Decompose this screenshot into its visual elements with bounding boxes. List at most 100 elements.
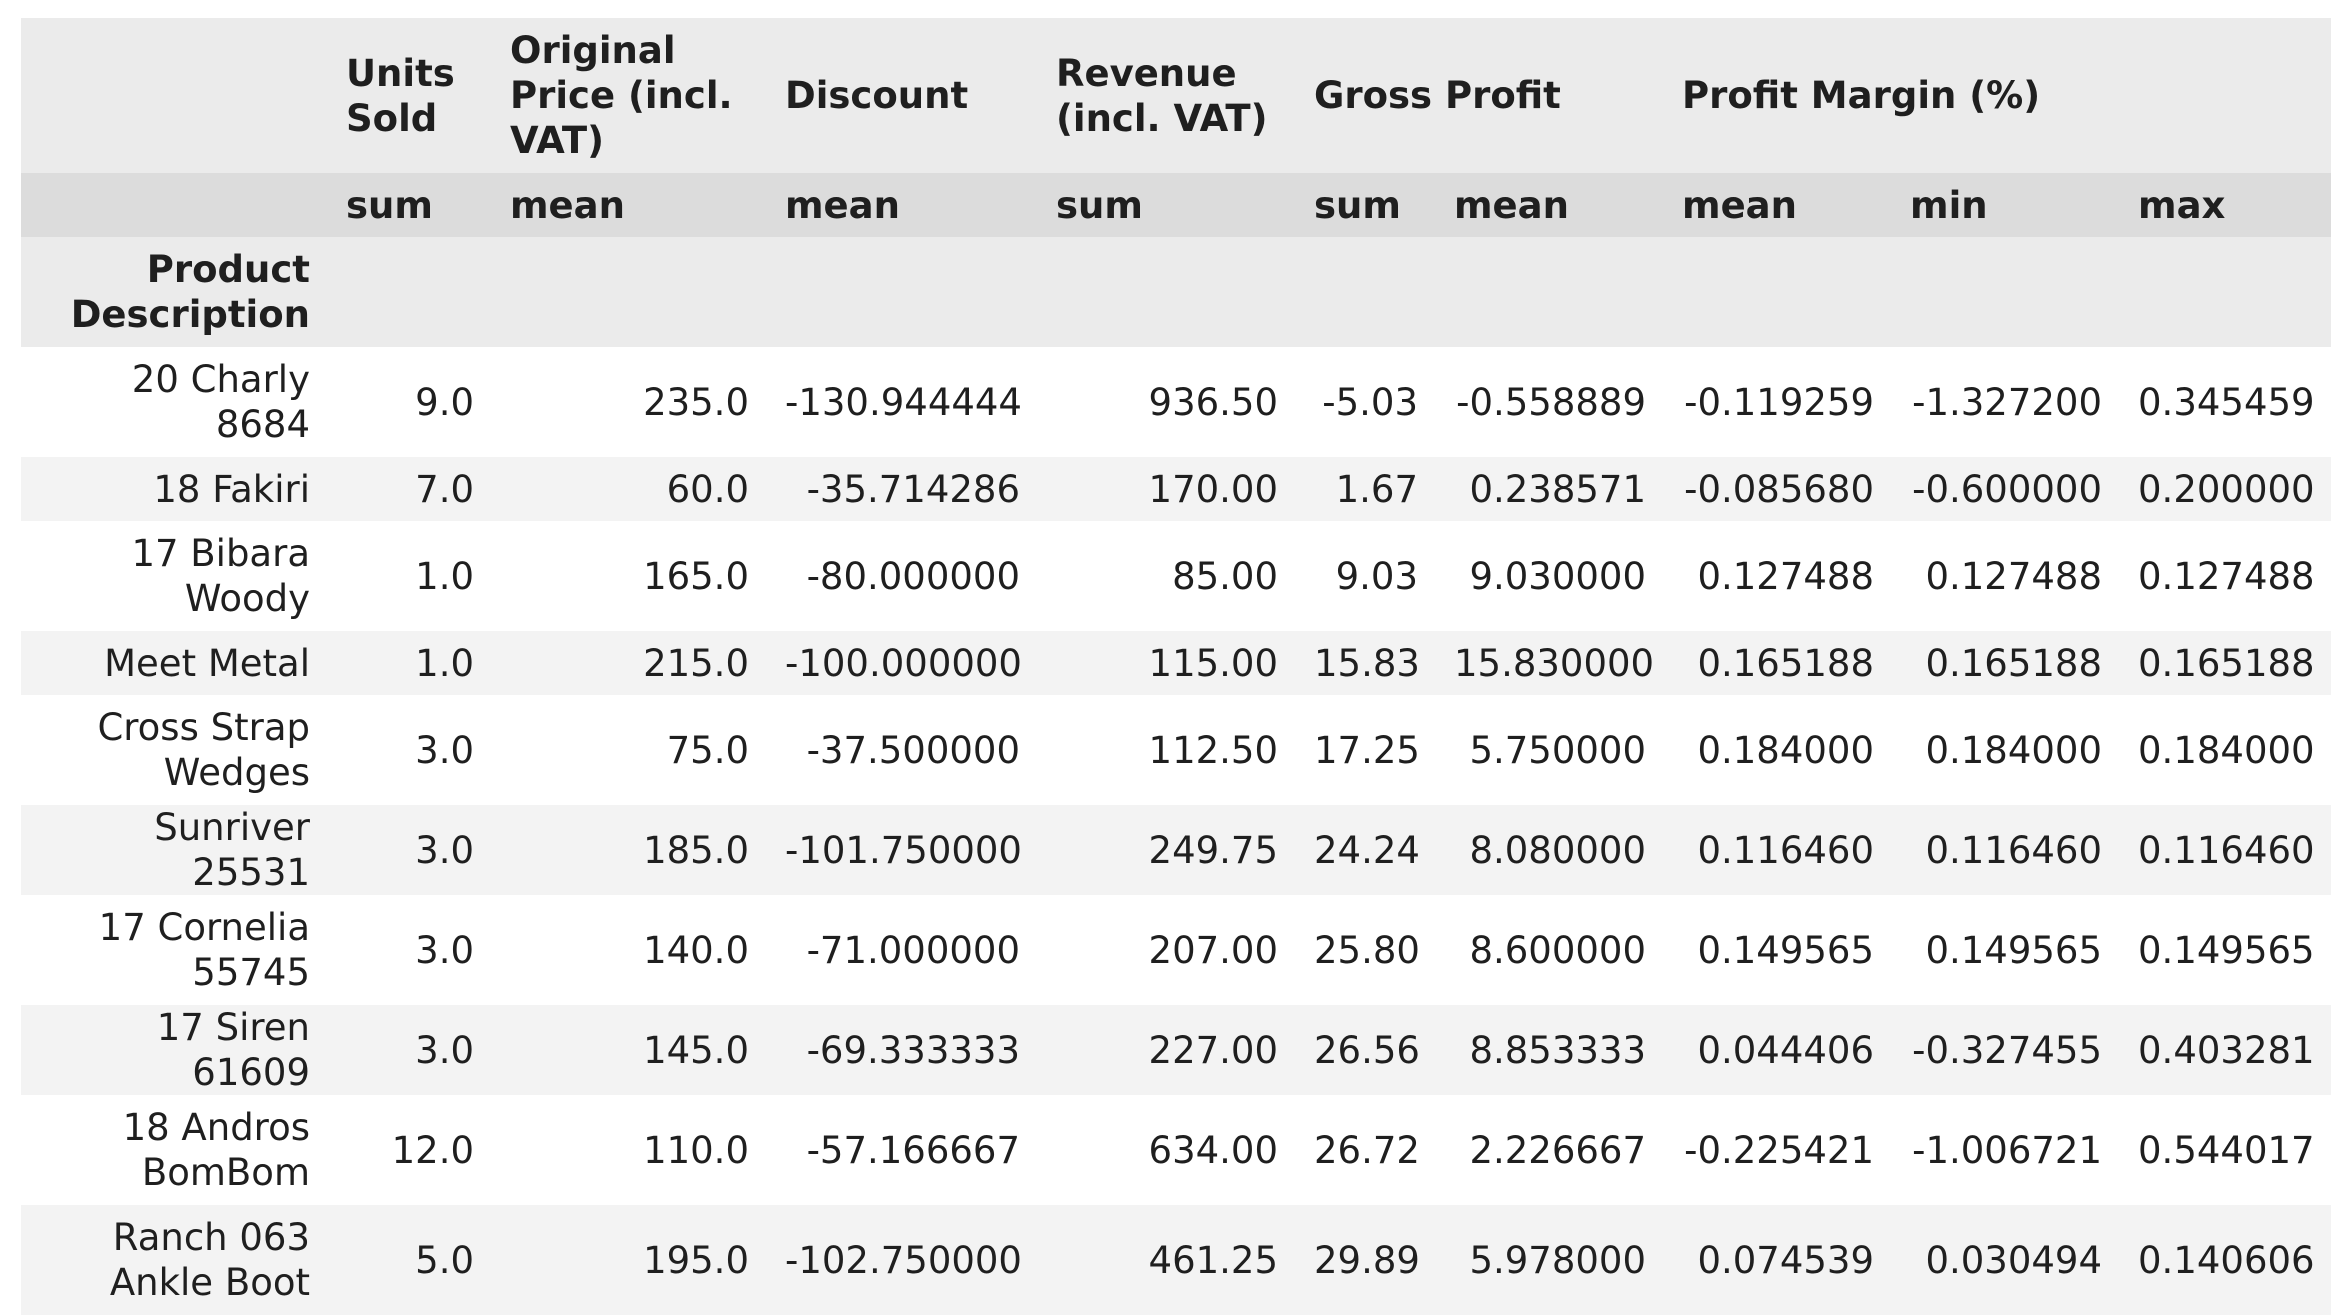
- table-cell: -69.333333: [806, 1028, 1020, 1072]
- table-cell: 0.345459: [2138, 380, 2315, 424]
- table-cell: 207.00: [1148, 928, 1278, 972]
- empty-header-cell: [1892, 237, 2121, 347]
- empty-header-cell: [492, 237, 767, 347]
- table-cell: 227.00: [1148, 1028, 1278, 1072]
- agg-header: sum: [328, 173, 492, 237]
- table-row: 18 Andros BomBom 12.0 110.0 -57.166667 634.0…: [21, 1095, 2332, 1205]
- table-cell: -57.166667: [806, 1128, 1020, 1172]
- row-label: 17 Siren 61609: [156, 1006, 310, 1094]
- table-cell: 85.00: [1172, 554, 1278, 598]
- row-label: 17 Bibara Woody: [131, 532, 310, 620]
- table-cell: 5.0: [415, 1238, 474, 1282]
- table-cell: 634.00: [1148, 1128, 1278, 1172]
- table-cell: 185.0: [643, 828, 749, 872]
- table-cell: 3.0: [415, 728, 474, 772]
- dataframe-container: Units Sold Original Price (incl. VAT) Di…: [21, 18, 2332, 1315]
- empty-header-cell: [1038, 237, 1296, 347]
- table-cell: 112.50: [1148, 728, 1278, 772]
- table-cell: 110.0: [643, 1128, 749, 1172]
- index-name-row: Product Description: [21, 237, 2332, 347]
- table-cell: 0.116460: [2138, 828, 2315, 872]
- table-cell: 0.074539: [1697, 1238, 1875, 1282]
- agg-header: sum: [1296, 173, 1436, 237]
- agg-header: mean: [767, 173, 1038, 237]
- table-cell: 0.140606: [2138, 1238, 2315, 1282]
- table-row: Ranch 063 Ankle Boot 5.0 195.0 -102.750000 4…: [21, 1205, 2332, 1315]
- row-label: Meet Metal: [104, 641, 310, 685]
- table-cell: -0.085680: [1684, 467, 1875, 511]
- table-cell: 0.030494: [1925, 1238, 2103, 1282]
- table-cell: -5.03: [1322, 380, 1418, 424]
- table-cell: -0.327455: [1912, 1028, 2103, 1072]
- table-cell: 461.25: [1148, 1238, 1278, 1282]
- table-row: Cross Strap Wedges 3.0 75.0 -37.500000 112.5…: [21, 695, 2332, 805]
- table-cell: 7.0: [415, 467, 474, 511]
- table-cell: 9.030000: [1469, 554, 1647, 598]
- empty-header-cell: [1296, 237, 1436, 347]
- table-cell: 140.0: [643, 928, 749, 972]
- table-cell: 0.165188: [1925, 641, 2103, 685]
- agg-header: [21, 173, 328, 237]
- empty-header-cell: [1664, 237, 1893, 347]
- row-label: 20 Charly 8684: [131, 358, 310, 446]
- table-cell: 0.184000: [1697, 728, 1875, 772]
- empty-header-cell: [2120, 237, 2332, 347]
- table-cell: 29.89: [1314, 1238, 1420, 1282]
- table-cell: 8.853333: [1469, 1028, 1647, 1072]
- table-cell: 195.0: [643, 1238, 749, 1282]
- table-cell: -102.750000: [785, 1238, 1022, 1282]
- table-cell: 0.165188: [2138, 641, 2315, 685]
- table-cell: -71.000000: [806, 928, 1020, 972]
- table-cell: -0.600000: [1912, 467, 2103, 511]
- table-cell: -0.225421: [1684, 1128, 1875, 1172]
- table-cell: 8.600000: [1469, 928, 1647, 972]
- table-cell: 0.184000: [1925, 728, 2103, 772]
- table-row: 17 Siren 61609 3.0 145.0 -69.333333 227.00 26…: [21, 1005, 2332, 1095]
- table-cell: -37.500000: [806, 728, 1020, 772]
- table-cell: 165.0: [643, 554, 749, 598]
- table-row: Meet Metal 1.0 215.0 -100.000000 115.00 15.83…: [21, 631, 2332, 695]
- table-cell: 26.72: [1314, 1128, 1420, 1172]
- table-cell: 75.0: [666, 728, 749, 772]
- table-cell: 145.0: [643, 1028, 749, 1072]
- table-cell: -130.944444: [785, 380, 1022, 424]
- table-cell: 24.24: [1314, 828, 1420, 872]
- table-cell: 26.56: [1314, 1028, 1420, 1072]
- empty-header-cell: [1436, 237, 1665, 347]
- agg-header: sum: [1038, 173, 1296, 237]
- column-header-gross-profit: Gross Profit: [1296, 18, 1665, 173]
- table-cell: 17.25: [1314, 728, 1420, 772]
- table-cell: 0.165188: [1697, 641, 1875, 685]
- table-row: 20 Charly 8684 9.0 235.0 -130.944444 936.50-…: [21, 347, 2332, 457]
- agg-header: mean: [1436, 173, 1665, 237]
- agg-header: min: [1892, 173, 2121, 237]
- table-cell: -1.327200: [1912, 380, 2103, 424]
- empty-header-cell: [767, 237, 1038, 347]
- table-cell: 8.080000: [1469, 828, 1647, 872]
- table-cell: 1.0: [415, 554, 474, 598]
- agg-header: mean: [492, 173, 767, 237]
- table-cell: -0.119259: [1684, 380, 1875, 424]
- table-cell: 5.750000: [1469, 728, 1647, 772]
- table-cell: 1.67: [1335, 467, 1418, 511]
- table-cell: 0.149565: [1697, 928, 1875, 972]
- table-cell: -101.750000: [785, 828, 1022, 872]
- empty-header-cell: [328, 237, 492, 347]
- column-header-level1: sum mean mean sum sum mean mean min max: [21, 173, 2332, 237]
- table-cell: 0.200000: [2138, 467, 2315, 511]
- row-label: Sunriver 25531: [154, 806, 310, 894]
- row-label: 18 Fakiri: [153, 467, 310, 511]
- table-cell: 0.127488: [1925, 554, 2103, 598]
- column-header-revenue: Revenue (incl. VAT): [1038, 18, 1296, 173]
- table-body: 20 Charly 8684 9.0 235.0 -130.944444 936.50-…: [21, 347, 2332, 1315]
- table-cell: 0.116460: [1697, 828, 1875, 872]
- table-cell: 0.184000: [2138, 728, 2315, 772]
- summary-table: Units Sold Original Price (incl. VAT) Di…: [21, 18, 2332, 1315]
- table-cell: 15.830000: [1454, 641, 1655, 685]
- table-cell: 0.403281: [2138, 1028, 2315, 1072]
- table-cell: -80.000000: [806, 554, 1020, 598]
- table-cell: 0.127488: [2138, 554, 2315, 598]
- table-cell: -1.006721: [1912, 1128, 2103, 1172]
- table-cell: 9.0: [415, 380, 474, 424]
- table-cell: 115.00: [1148, 641, 1278, 685]
